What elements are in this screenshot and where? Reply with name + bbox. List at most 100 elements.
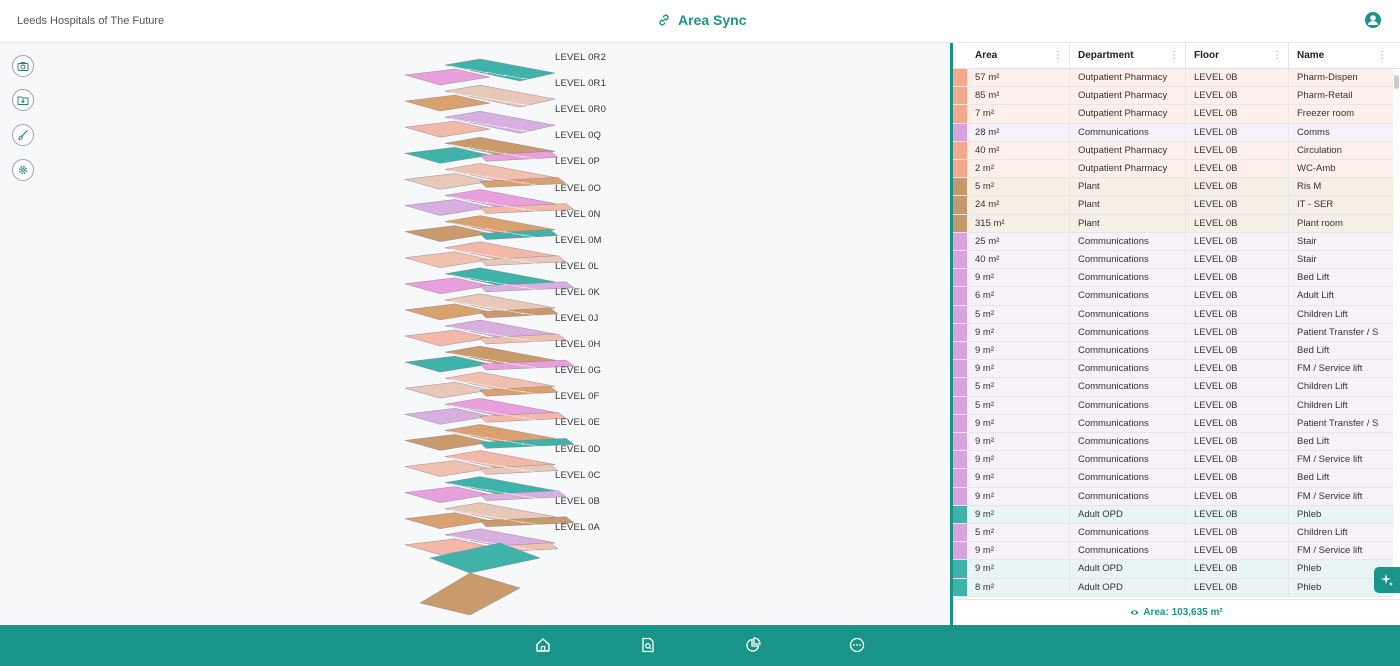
exploded-building-model[interactable] [0, 43, 950, 625]
grid-scrollbar[interactable] [1394, 75, 1399, 89]
level-label[interactable]: LEVEL 0A [555, 521, 601, 533]
table-row[interactable]: 5 m² Communications LEVEL 0B Children Lift [953, 396, 1393, 415]
table-row[interactable]: 9 m² Communications LEVEL 0B FM / Service l… [953, 451, 1393, 470]
floor-cell: LEVEL 0B [1186, 232, 1289, 250]
floor-slab-part [444, 110, 556, 134]
grid-body[interactable]: 57 m² Outpatient Pharmacy LEVEL 0B Pharm-Di… [953, 69, 1400, 599]
floor-cell: LEVEL 0B [1186, 178, 1289, 196]
table-row[interactable]: 5 m² Communications LEVEL 0B Children Lift [953, 378, 1393, 397]
level-label[interactable]: LEVEL 0P [555, 156, 601, 168]
kebab-menu-icon[interactable]: ⋮ [1272, 50, 1282, 61]
name-cell: Freezer room [1297, 108, 1355, 120]
room-partition-line [485, 515, 507, 520]
camera-button[interactable] [12, 55, 34, 77]
table-row[interactable]: 5 m² Communications LEVEL 0B Children Lift [953, 305, 1393, 324]
level-label[interactable]: LEVEL 0J [555, 313, 599, 324]
area-cell: 9 m² [967, 414, 1070, 432]
table-row[interactable]: 9 m² Communications LEVEL 0B FM / Service l… [953, 360, 1393, 379]
level-label[interactable]: LEVEL 0F [555, 391, 600, 403]
panel-splitter[interactable] [950, 43, 953, 625]
table-row[interactable]: 57 m² Outpatient Pharmacy LEVEL 0B Pharm-Di… [953, 69, 1393, 88]
kebab-menu-icon[interactable]: ⋮ [1169, 50, 1179, 61]
level-label[interactable]: LEVEL 0O [555, 182, 602, 194]
table-row[interactable]: 315 m² Plant LEVEL 0B Plant room [953, 214, 1393, 233]
gear-icon [19, 166, 27, 174]
level-label[interactable]: LEVEL 0H [555, 339, 601, 351]
table-row[interactable]: 9 m² Communications LEVEL 0B Patient Transf… [953, 323, 1393, 342]
table-row[interactable]: 9 m² Communications LEVEL 0B FM / Service l… [953, 487, 1393, 506]
table-row[interactable]: 28 m² Communications LEVEL 0B Comms [953, 123, 1393, 142]
level-label[interactable]: LEVEL 0Q [555, 130, 602, 142]
floor-cell: LEVEL 0B [1186, 196, 1289, 214]
room-partition-line [467, 173, 489, 178]
table-row[interactable]: 9 m² Adult OPD LEVEL 0B Phleb [953, 560, 1393, 579]
model-viewer[interactable]: LEVEL 0R2 LEVEL 0R1 LEVEL 0R0 LEVEL 0Q LEVEL… [0, 43, 950, 625]
room-partition-line [521, 208, 543, 213]
table-row[interactable]: 25 m² Communications LEVEL 0B Stair [953, 232, 1393, 251]
level-label[interactable]: LEVEL 0B [555, 495, 601, 507]
level-label[interactable]: LEVEL 0D [555, 443, 601, 455]
room-partition-line [485, 71, 507, 77]
room-partition-line [449, 248, 471, 253]
kebab-menu-icon[interactable]: ⋮ [1053, 50, 1063, 61]
room-partition-line [521, 260, 543, 265]
level-label[interactable]: LEVEL 0E [555, 417, 601, 429]
level-label[interactable]: LEVEL 0C [555, 469, 601, 481]
import-button[interactable] [12, 89, 34, 111]
settings-button[interactable] [12, 159, 34, 181]
name-cell: Pharm-Retail [1297, 90, 1353, 102]
floor-cell: LEVEL 0B [1186, 105, 1289, 123]
department-color-swatch [953, 287, 967, 305]
department-cell: Communications [1070, 451, 1186, 469]
column-header-floor[interactable]: Floor ⋮ [1186, 43, 1289, 69]
table-row[interactable]: 9 m² Communications LEVEL 0B FM / Service l… [953, 542, 1393, 561]
table-row[interactable]: 24 m² Plant LEVEL 0B IT - SER [953, 196, 1393, 215]
room-partition-line [485, 254, 507, 259]
floor-cell: LEVEL 0B [1186, 451, 1289, 469]
level-label[interactable]: LEVEL 0K [555, 286, 601, 298]
level-label[interactable]: LEVEL 0N [555, 208, 601, 220]
floor-slab-part [444, 84, 556, 108]
column-header-name[interactable]: Name ⋮ [1289, 43, 1393, 69]
table-row[interactable]: 9 m² Communications LEVEL 0B Bed Lift [953, 269, 1393, 288]
room-partition-line [449, 170, 471, 175]
table-row[interactable]: 9 m² Adult OPD LEVEL 0B Phleb [953, 505, 1393, 524]
room-partition-line [521, 77, 543, 83]
department-color-swatch [953, 160, 967, 178]
table-row[interactable]: 9 m² Communications LEVEL 0B Bed Lift [953, 433, 1393, 452]
table-row[interactable]: 6 m² Communications LEVEL 0B Adult Lift [953, 287, 1393, 306]
department-cell: Communications [1070, 269, 1186, 287]
user-account-button[interactable] [1364, 11, 1382, 29]
floor-cell: LEVEL 0B [1186, 433, 1289, 451]
column-header-area[interactable]: Area ⋮ [967, 43, 1070, 69]
level-label[interactable]: LEVEL 0R1 [555, 78, 607, 90]
level-label[interactable]: LEVEL 0R2 [555, 52, 607, 63]
table-row[interactable]: 85 m² Outpatient Pharmacy LEVEL 0B Pharm-Re… [953, 87, 1393, 106]
table-row[interactable]: 2 m² Outpatient Pharmacy LEVEL 0B WC-Amb [953, 160, 1393, 179]
table-row[interactable]: 5 m² Communications LEVEL 0B Children Lift [953, 524, 1393, 543]
level-label[interactable]: LEVEL 0G [555, 365, 602, 377]
table-row[interactable]: 9 m² Communications LEVEL 0B Patient Transf… [953, 414, 1393, 433]
table-row[interactable]: 40 m² Communications LEVEL 0B Stair [953, 251, 1393, 270]
table-row[interactable]: 5 m² Plant LEVEL 0B Ris M [953, 178, 1393, 197]
table-row[interactable]: 9 m² Communications LEVEL 0B Bed Lift [953, 342, 1393, 361]
nav-document-search-button[interactable] [639, 636, 657, 654]
nav-analytics-button[interactable] [744, 636, 762, 654]
nav-home-button[interactable] [534, 636, 552, 654]
brush-button[interactable] [12, 124, 34, 146]
name-cell: Bed Lift [1297, 272, 1330, 284]
table-row[interactable]: 8 m² Adult OPD LEVEL 0B Phleb [953, 578, 1393, 597]
room-partition-line [449, 117, 471, 123]
level-label[interactable]: LEVEL 0R0 [555, 104, 607, 116]
department-color-swatch [953, 269, 967, 287]
ai-assistant-button[interactable] [1374, 567, 1400, 593]
table-row[interactable]: 9 m² Communications LEVEL 0B Bed Lift [953, 469, 1393, 488]
room-partition-line [485, 306, 507, 312]
table-row[interactable]: 40 m² Outpatient Pharmacy LEVEL 0B Circulat… [953, 141, 1393, 160]
nav-more-button[interactable] [848, 636, 866, 654]
level-label[interactable]: LEVEL 0L [555, 260, 600, 272]
kebab-menu-icon[interactable]: ⋮ [1377, 50, 1387, 61]
column-header-department[interactable]: Department ⋮ [1070, 43, 1186, 69]
table-row[interactable]: 7 m² Outpatient Pharmacy LEVEL 0B Freezer r… [953, 105, 1393, 124]
level-label[interactable]: LEVEL 0M [555, 234, 602, 246]
